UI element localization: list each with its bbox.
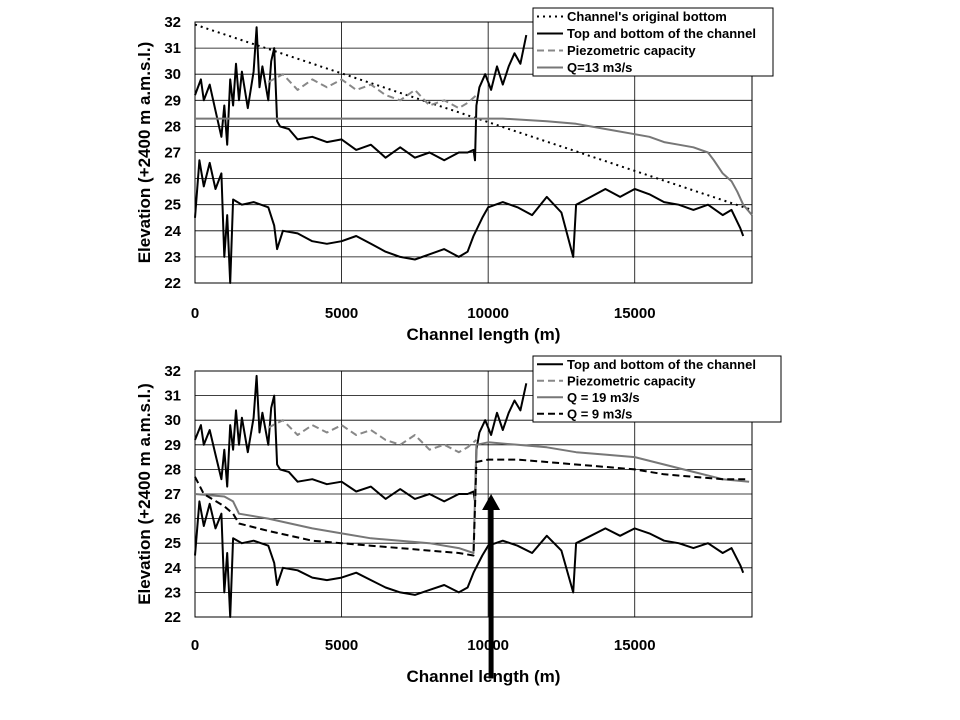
chart-2: 22 23 24 25 26 27 28 29 30 31 32 0 5000 10000 15000 Cha… — [135, 355, 782, 686]
series-line-q-13-m3-s — [195, 117, 753, 216]
legend-box — [532, 355, 782, 423]
y-tick-label: 25 — [164, 535, 181, 552]
x-tick-label: 10000 — [467, 305, 509, 322]
y-tick-label: 32 — [164, 363, 181, 380]
y-tick-label: 28 — [164, 118, 181, 135]
legend-entry: Top and bottom of the channel — [567, 357, 756, 372]
series-line-top-and-bottom-of-the-channel-bottom — [194, 500, 745, 618]
x-tick-label: 0 — [191, 305, 199, 322]
legend: Top and bottom of the channelPiezometric… — [532, 355, 782, 423]
x-axis-label: Channel length (m) — [407, 667, 561, 686]
series-line-piezometric-capacity — [267, 73, 478, 110]
series-line-top-and-bottom-of-the-channel-top — [194, 26, 528, 162]
y-tick-label: 23 — [164, 249, 181, 266]
chart-1: 22 23 24 25 26 27 28 29 30 31 32 0 5000 10000 15000 Cha… — [135, 7, 774, 344]
x-tick-label: 5000 — [325, 637, 358, 654]
series-line-q-19-m3-s — [194, 441, 750, 554]
y-tick-label: 24 — [164, 223, 181, 240]
legend-entry: Piezometric capacity — [567, 373, 696, 388]
legend-entry: Top and bottom of the channel — [567, 26, 756, 41]
series-line-top-and-bottom-of-the-channel-top — [194, 374, 528, 503]
x-tick-label: 5000 — [325, 305, 358, 322]
y-tick-label: 31 — [164, 40, 181, 57]
legend-entry: Q=13 m3/s — [567, 60, 632, 75]
y-axis-label: Elevation (+2400 m a.m.s.l.) — [135, 383, 154, 605]
legend-entry: Q = 9 m3/s — [567, 406, 632, 421]
y-tick-label: 28 — [164, 461, 181, 478]
x-tick-label: 0 — [191, 637, 199, 654]
legend-entry: Channel's original bottom — [567, 9, 727, 24]
y-axis-label: Elevation (+2400 m a.m.s.l.) — [135, 42, 154, 264]
y-tick-label: 29 — [164, 437, 181, 454]
series-line-channel-s-original-bottom — [194, 23, 753, 211]
y-tick-label: 27 — [164, 145, 181, 162]
legend: Channel's original bottom Top and bottom … — [532, 7, 774, 77]
y-tick-label: 25 — [164, 197, 181, 214]
y-tick-label: 27 — [164, 486, 181, 503]
series-line-piezometric-capacity — [267, 419, 478, 454]
y-tick-label: 22 — [164, 275, 181, 292]
y-tick-label: 32 — [164, 14, 181, 31]
x-axis-label: Channel length (m) — [407, 325, 561, 344]
y-tick-label: 23 — [164, 584, 181, 601]
legend-box — [532, 7, 774, 77]
y-tick-label: 30 — [164, 412, 181, 429]
legend-entry: Q = 19 m3/s — [567, 390, 640, 405]
arrow-head — [482, 494, 501, 510]
series-line-top-and-bottom-of-the-channel-bottom — [194, 159, 745, 284]
y-tick-label: 24 — [164, 560, 181, 577]
y-tick-label: 26 — [164, 171, 181, 188]
y-tick-label: 26 — [164, 511, 181, 528]
x-tick-label: 15000 — [614, 305, 656, 322]
y-tick-label: 29 — [164, 92, 181, 109]
y-tick-label: 22 — [164, 609, 181, 626]
y-tick-label: 31 — [164, 388, 181, 405]
x-tick-label: 10000 — [467, 637, 509, 654]
x-tick-label: 15000 — [614, 637, 656, 654]
y-tick-label: 30 — [164, 66, 181, 83]
legend-entry: Piezometric capacity — [567, 43, 696, 58]
